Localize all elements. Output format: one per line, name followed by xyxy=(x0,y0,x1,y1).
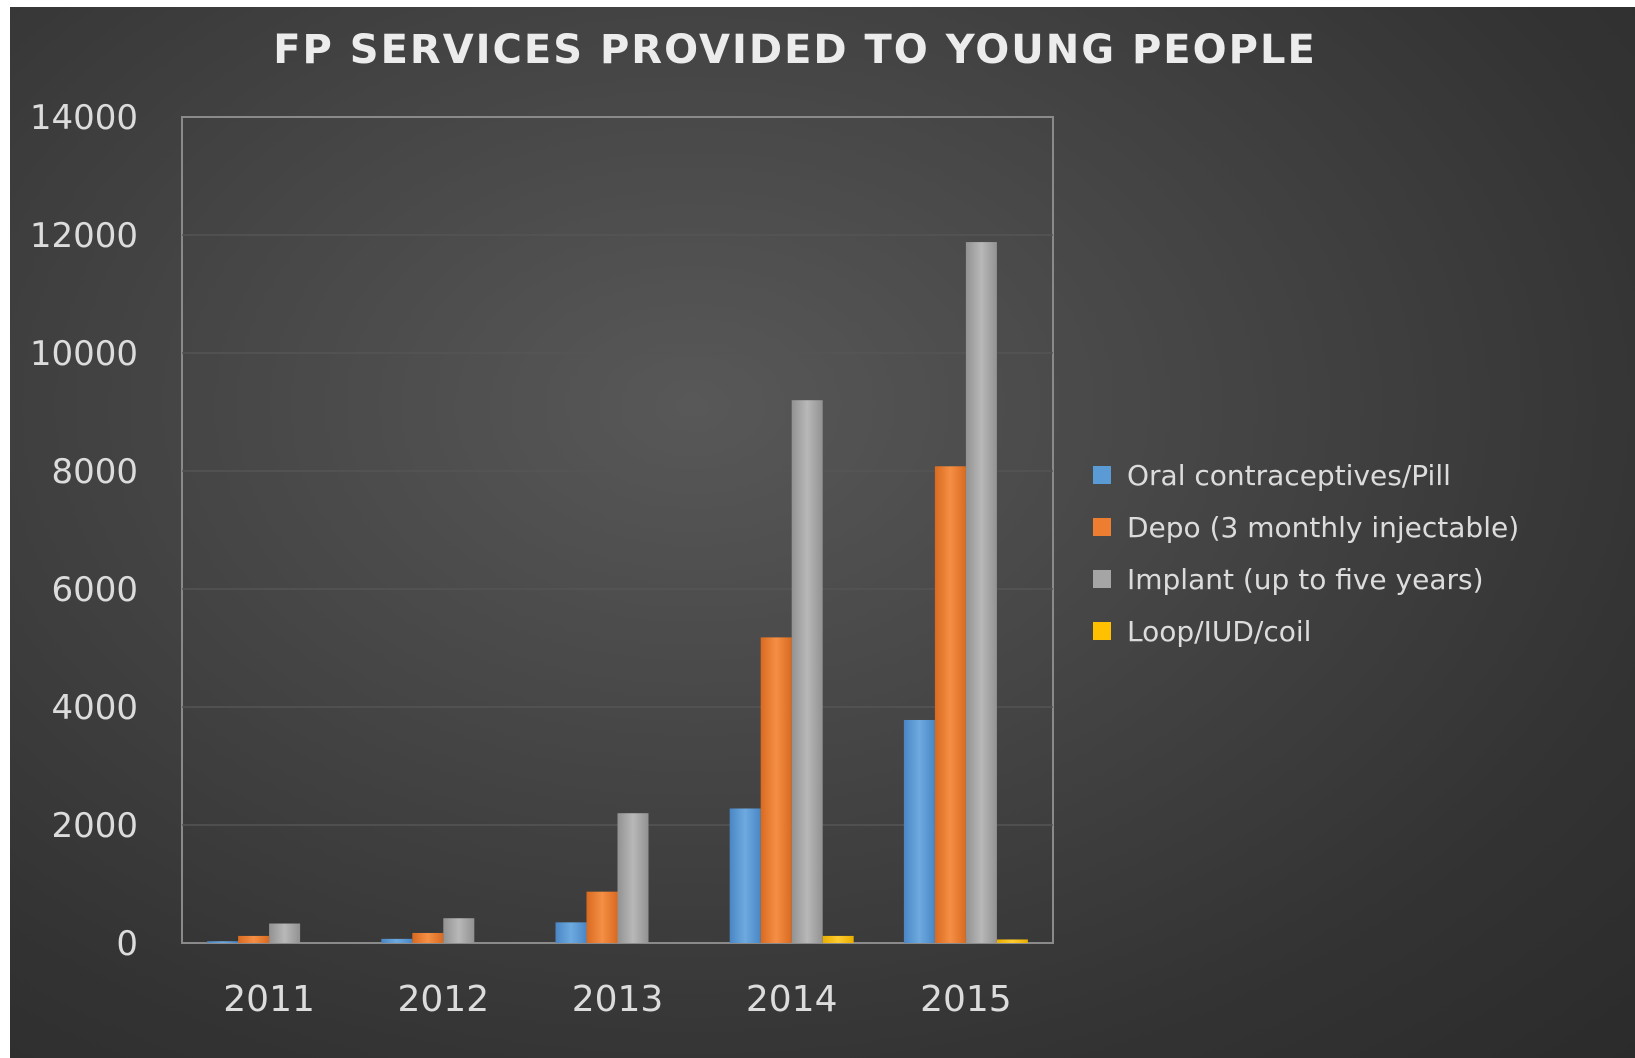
bars xyxy=(207,242,1028,943)
legend-swatch xyxy=(1093,518,1111,536)
legend-swatch xyxy=(1093,570,1111,588)
bar-2013-series-3 xyxy=(617,813,649,943)
y-tick-label: 10000 xyxy=(30,334,138,374)
bar-chart: FP SERVICES PROVIDED TO YOUNG PEOPLE 0 20… xyxy=(30,27,1519,1020)
bar-2012-series-1 xyxy=(381,938,413,943)
legend-label: Depo (3 monthly injectable) xyxy=(1127,511,1519,544)
bar-2015-series-1 xyxy=(903,719,935,943)
legend: Oral contraceptives/Pill Depo (3 monthly … xyxy=(1093,459,1519,648)
y-tick-label: 6000 xyxy=(51,570,138,610)
chart-container: FP SERVICES PROVIDED TO YOUNG PEOPLE 0 20… xyxy=(10,7,1635,1058)
legend-swatch xyxy=(1093,466,1111,484)
bar-2015-series-2 xyxy=(934,466,966,943)
bar-2013-series-2 xyxy=(586,891,618,943)
bar-2011-series-3 xyxy=(269,923,301,943)
bar-2014-series-2 xyxy=(760,637,792,943)
legend-swatch xyxy=(1093,622,1111,640)
bar-2014-series-3 xyxy=(791,400,823,943)
y-tick-label: 2000 xyxy=(51,806,138,846)
bar-2014-series-1 xyxy=(729,808,761,943)
chart-title: FP SERVICES PROVIDED TO YOUNG PEOPLE xyxy=(273,27,1317,73)
legend-label: Implant (up to five years) xyxy=(1127,563,1484,596)
bar-2015-series-4 xyxy=(996,939,1028,943)
bar-2015-series-3 xyxy=(965,242,997,943)
bar-2012-series-3 xyxy=(443,918,475,943)
bar-2014-series-4 xyxy=(822,935,854,943)
legend-label: Oral contraceptives/Pill xyxy=(1127,459,1451,492)
x-axis-ticks: 2011 2012 2013 2014 2015 xyxy=(223,979,1011,1020)
x-tick-label: 2013 xyxy=(572,979,664,1020)
y-tick-label: 0 xyxy=(116,924,138,964)
y-axis-ticks: 0 2000 4000 6000 8000 10000 12000 14000 xyxy=(30,98,138,964)
legend-label: Loop/IUD/coil xyxy=(1127,615,1311,648)
x-tick-label: 2012 xyxy=(397,979,489,1020)
x-tick-label: 2011 xyxy=(223,979,315,1020)
bar-2012-series-2 xyxy=(412,932,444,943)
bar-2013-series-1 xyxy=(555,922,587,943)
x-tick-label: 2015 xyxy=(920,979,1012,1020)
y-tick-label: 4000 xyxy=(51,688,138,728)
y-tick-label: 14000 xyxy=(30,98,138,138)
bar-2011-series-1 xyxy=(207,941,239,943)
y-tick-label: 12000 xyxy=(30,216,138,256)
y-tick-label: 8000 xyxy=(51,452,138,492)
bar-2011-series-2 xyxy=(238,935,270,943)
x-tick-label: 2014 xyxy=(746,979,838,1020)
